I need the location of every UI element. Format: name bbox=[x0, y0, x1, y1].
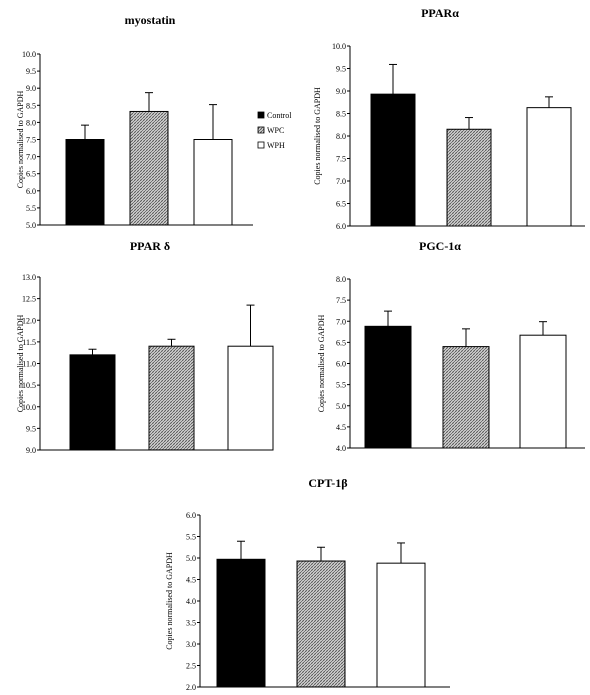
y-tick-label: 7.5 bbox=[26, 136, 36, 145]
y-tick-label: 9.5 bbox=[26, 424, 36, 433]
y-tick-label: 5.5 bbox=[186, 533, 196, 542]
y-tick-label: 8.0 bbox=[26, 118, 36, 127]
y-tick-label: 10.5 bbox=[22, 381, 36, 390]
y-tick-label: 6.0 bbox=[26, 187, 36, 196]
y-tick-label: 8.5 bbox=[336, 110, 346, 119]
bar-wph bbox=[193, 139, 233, 226]
y-tick-label: 3.0 bbox=[186, 640, 196, 649]
bar-control bbox=[370, 93, 416, 227]
bar-control bbox=[364, 325, 412, 449]
bar-control bbox=[69, 354, 116, 451]
y-tick-label: 12.0 bbox=[22, 316, 36, 325]
y-tick-label: 7.0 bbox=[336, 177, 346, 186]
bar-wpc bbox=[442, 346, 490, 449]
chart-title: PPAR δ bbox=[130, 239, 170, 253]
y-tick-label: 7.5 bbox=[336, 155, 346, 164]
bar-wph bbox=[227, 345, 274, 451]
y-axis-title: Copies normalised to GAPDH bbox=[16, 315, 25, 413]
y-tick-label: 4.0 bbox=[336, 444, 346, 453]
y-tick-label: 10.0 bbox=[22, 403, 36, 412]
chart-title: PGC-1α bbox=[419, 239, 461, 253]
y-tick-label: 10.0 bbox=[332, 42, 346, 51]
chart-myostatin: myostatin Copies normalised to GAPDH 5.0 5.… bbox=[16, 13, 253, 230]
y-tick-label: 6.0 bbox=[336, 360, 346, 369]
chart-ppar-alpha: PPARα Copies normalised to GAPDH 6.0 6.5 7.0… bbox=[313, 6, 585, 231]
chart-cpt-1beta: CPT-1β Copies normalised to GAPDH 2.0 2.5 3.… bbox=[165, 476, 450, 692]
y-tick-label: 5.0 bbox=[186, 554, 196, 563]
chart-title: CPT-1β bbox=[308, 476, 347, 490]
legend: Control WPC WPH bbox=[257, 111, 292, 150]
chart-ppar-delta: PPAR δ Copies normalised to GAPDH 9.0 9.5 10… bbox=[16, 239, 274, 455]
y-tick-label: 6.0 bbox=[336, 222, 346, 231]
y-tick-label: 5.0 bbox=[336, 402, 346, 411]
chart-title: PPARα bbox=[421, 6, 459, 20]
bar-wpc bbox=[129, 110, 169, 226]
y-tick-label: 6.5 bbox=[26, 170, 36, 179]
bar-wpc bbox=[296, 560, 346, 688]
legend-label-wpc: WPC bbox=[267, 126, 284, 135]
y-tick-label: 8.0 bbox=[336, 132, 346, 141]
legend-swatch-control bbox=[257, 111, 265, 119]
y-tick-label: 5.5 bbox=[336, 381, 346, 390]
y-tick-label: 6.5 bbox=[336, 338, 346, 347]
y-tick-label: 3.5 bbox=[186, 619, 196, 628]
chart-pgc-1alpha: PGC-1α Copies normalised to GAPDH 4.0 4.5 5.… bbox=[317, 239, 585, 453]
y-tick-label: 11.0 bbox=[22, 360, 36, 369]
y-tick-label: 5.0 bbox=[26, 221, 36, 230]
y-tick-label: 9.0 bbox=[26, 446, 36, 455]
y-tick-label: 9.0 bbox=[26, 84, 36, 93]
bar-wph bbox=[519, 334, 567, 449]
legend-swatch-wph bbox=[257, 141, 265, 149]
bar-wph bbox=[376, 562, 426, 688]
bar-wph bbox=[526, 107, 572, 227]
y-tick-label: 2.0 bbox=[186, 683, 196, 692]
legend-label-control: Control bbox=[267, 111, 292, 120]
y-axis-title: Copies normalised to GAPDH bbox=[313, 87, 322, 185]
y-tick-label: 5.5 bbox=[26, 204, 36, 213]
chart-panels: myostatin Copies normalised to GAPDH 5.0 5.… bbox=[16, 6, 585, 692]
y-tick-label: 9.0 bbox=[336, 87, 346, 96]
bar-wpc bbox=[446, 128, 492, 227]
y-tick-label: 9.5 bbox=[26, 67, 36, 76]
y-axis-title: Copies normalised to GAPDH bbox=[165, 552, 174, 650]
y-tick-label: 12.5 bbox=[22, 295, 36, 304]
y-tick-label: 7.0 bbox=[26, 153, 36, 162]
y-tick-label: 13.0 bbox=[22, 273, 36, 282]
y-tick-label: 6.5 bbox=[336, 200, 346, 209]
y-axis-title: Copies normalised to GAPDH bbox=[317, 315, 326, 413]
y-tick-label: 6.0 bbox=[186, 511, 196, 520]
bar-control bbox=[216, 558, 266, 688]
y-tick-label: 4.5 bbox=[186, 576, 196, 585]
y-tick-label: 8.0 bbox=[336, 275, 346, 284]
y-tick-label: 8.5 bbox=[26, 101, 36, 110]
legend-swatch-wpc bbox=[257, 126, 265, 134]
y-axis-title: Copies normalised to GAPDH bbox=[16, 91, 25, 189]
y-tick-label: 4.5 bbox=[336, 423, 346, 432]
bar-control bbox=[65, 139, 105, 226]
y-tick-label: 2.5 bbox=[186, 662, 196, 671]
y-tick-label: 9.5 bbox=[336, 65, 346, 74]
legend-label-wph: WPH bbox=[267, 141, 285, 150]
y-tick-label: 7.5 bbox=[336, 296, 346, 305]
y-tick-label: 11.5 bbox=[22, 338, 36, 347]
bar-wpc bbox=[148, 345, 195, 451]
y-tick-label: 7.0 bbox=[336, 317, 346, 326]
y-tick-label: 10.0 bbox=[22, 50, 36, 59]
y-tick-label: 4.0 bbox=[186, 597, 196, 606]
chart-title: myostatin bbox=[125, 13, 176, 27]
